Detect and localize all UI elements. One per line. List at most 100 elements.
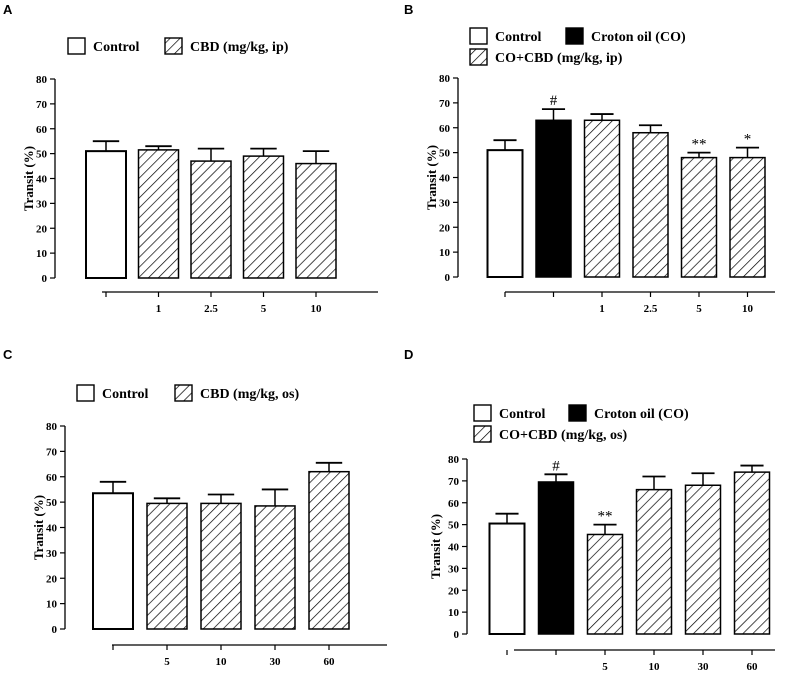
legend-label-cbd-mg-kg-os: CBD (mg/kg, os) [200,387,300,402]
legend-swatch-croton-oil-co [568,404,587,422]
x-tick-label: 10 [649,661,661,673]
y-tick-label: 50 [36,149,48,161]
x-tick-label: 5 [164,656,170,668]
legend-swatch-control [473,404,492,422]
y-tick-label: 80 [36,74,48,86]
panel-letter-c: C [3,347,13,362]
legend-label-control: Control [102,387,149,402]
y-tick-label: 0 [52,624,58,636]
x-tick-label: 1 [599,303,605,315]
y-tick-label: 20 [439,222,451,234]
y-axis-label: Transit (%) [428,514,443,579]
y-tick-label: 60 [46,472,58,484]
y-tick-label: 80 [448,454,460,466]
y-tick-label: 0 [445,272,451,284]
bar-open [92,492,134,630]
x-tick-label: 5 [696,303,702,315]
y-tick-label: 20 [448,585,460,597]
x-tick-label: 1 [156,303,162,315]
legend-label-co-cbd-mg-kg-ip: CO+CBD (mg/kg, ip) [495,51,623,66]
y-tick-label: 10 [448,607,460,619]
legend-label-control: Control [499,407,546,422]
y-tick-label: 60 [439,123,451,135]
bar-hatched [632,131,669,278]
bar-hatched [200,502,242,630]
bar-hatched [684,484,722,635]
y-axis-label: Transit (%) [21,146,36,211]
y-tick-label: 70 [439,98,451,110]
bar-hatched [733,471,771,635]
y-tick-label: 30 [36,198,48,210]
panel-letter-d: D [404,347,413,362]
legend-label-control: Control [495,30,542,45]
legend-swatch-control [67,37,86,55]
panel-d: Control Croton oil (CO) CO+CBD (mg/kg, os)… [428,404,775,673]
significance-mark: ** [692,137,707,153]
legend-label-control: Control [93,40,140,55]
y-tick-label: 50 [46,497,58,509]
significance-mark: # [550,93,558,109]
bar-open [486,149,524,278]
bar-solid [535,119,572,278]
y-tick-label: 30 [448,563,460,575]
x-tick-label: 10 [216,656,228,668]
x-tick-label: 10 [311,303,323,315]
x-tick-label: 5 [602,661,608,673]
legend-swatch-control [469,27,488,45]
legend-label-croton-oil-co: Croton oil (CO) [594,407,689,422]
panel-c: Control CBD (mg/kg, os) 0 10 20 30 40 50 60 70 80 T… [31,384,387,668]
x-tick-label: 10 [742,303,754,315]
y-tick-label: 30 [439,197,451,209]
bar-hatched [146,502,188,630]
x-tick-label: 30 [698,661,710,673]
x-tick-label: 30 [270,656,282,668]
legend-swatch-croton-oil-co [565,27,584,45]
legend-label-co-cbd-mg-kg-os: CO+CBD (mg/kg, os) [499,428,627,443]
bar-hatched [295,162,337,279]
x-tick-label: 60 [324,656,336,668]
y-tick-label: 60 [448,498,460,510]
y-tick-label: 40 [46,523,58,535]
y-tick-label: 80 [46,421,58,433]
y-axis-label: Transit (%) [31,495,46,560]
bar-open [488,522,526,635]
y-tick-label: 10 [36,248,48,260]
bar-hatched [190,160,232,279]
y-tick-label: 0 [42,273,48,285]
y-tick-label: 60 [36,124,48,136]
legend-label-croton-oil-co: Croton oil (CO) [591,30,686,45]
significance-mark: ** [598,509,613,525]
bar-hatched [729,156,766,278]
panel-a: Control CBD (mg/kg, ip) 0 10 20 30 40 50 60 70 80 T… [21,37,378,315]
bar-hatched [583,119,621,278]
y-tick-label: 50 [448,520,460,532]
y-tick-label: 10 [46,599,58,611]
bar-hatched [635,488,673,635]
legend-swatch-co-cbd-mg-kg-os [473,425,492,443]
x-tick-label: 2.5 [204,303,218,315]
panel-letter-b: B [404,2,413,17]
bar-hatched [254,505,296,630]
y-tick-label: 40 [448,542,460,554]
y-tick-label: 20 [46,573,58,585]
y-tick-label: 80 [439,73,451,85]
bar-solid [537,481,575,635]
y-tick-label: 20 [36,223,48,235]
significance-mark: # [552,458,560,474]
y-tick-label: 50 [439,148,451,160]
legend-swatch-cbd-mg-kg-os [174,384,193,402]
bar-hatched [137,149,180,279]
x-tick-label: 60 [747,661,759,673]
bar-hatched [680,156,718,278]
legend-label-cbd-mg-kg-ip: CBD (mg/kg, ip) [190,40,289,55]
significance-mark: * [744,132,752,148]
legend-swatch-co-cbd-mg-kg-ip [469,48,488,66]
y-tick-label: 10 [439,247,451,259]
legend-swatch-control [76,384,95,402]
legend-swatch-cbd-mg-kg-ip [164,37,183,55]
bar-hatched [242,155,285,279]
y-tick-label: 0 [454,629,460,641]
bar-hatched [586,533,624,635]
y-tick-label: 70 [46,446,58,458]
